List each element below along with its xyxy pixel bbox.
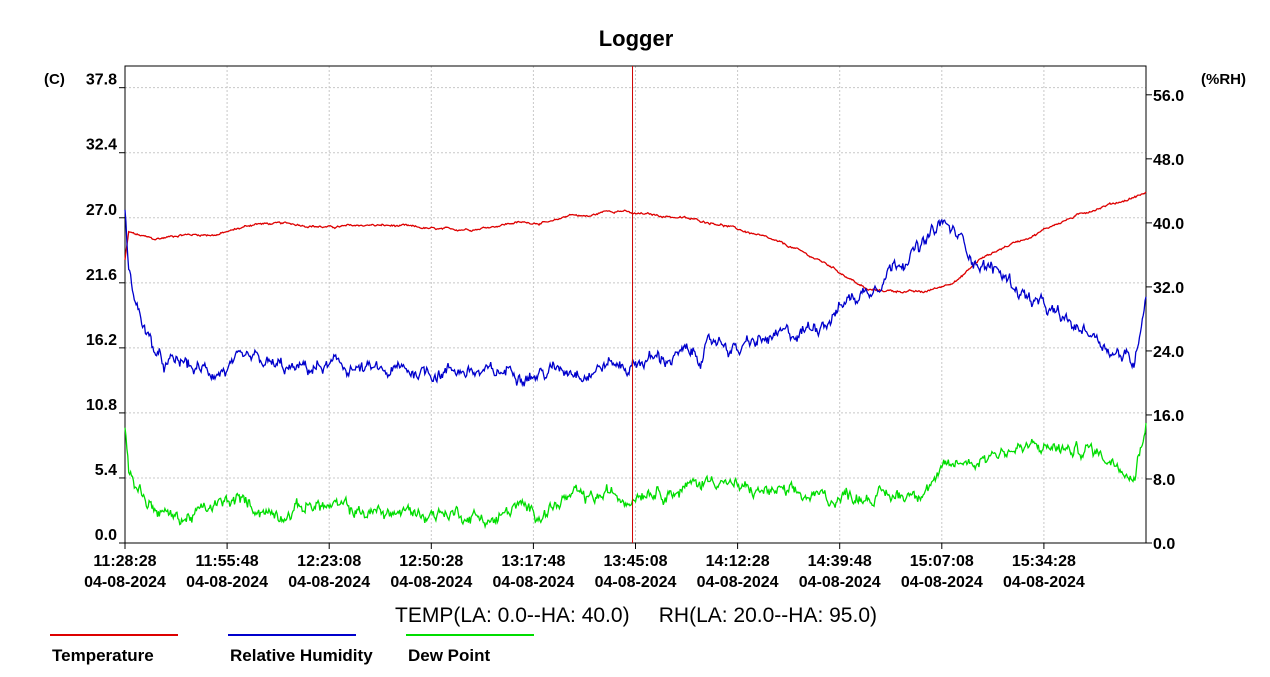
y-left-tick-label: 32.4: [86, 137, 117, 154]
y-right-tick-label: 40.0: [1153, 216, 1184, 233]
y-right-tick-label: 48.0: [1153, 152, 1184, 169]
legend: Temperature Relative Humidity Dew Point: [50, 634, 534, 665]
x-tick-date-label: 04-08-2024: [697, 574, 779, 591]
x-tick-time-label: 12:23:08: [297, 553, 361, 570]
series-layer: [124, 191, 1147, 530]
x-tick-time-label: 13:17:48: [501, 553, 565, 570]
x-axis: 11:28:28 04-08-2024 11:55:48 04-08-2024 12:2…: [84, 543, 1085, 591]
x-tick-time-label: 15:34:28: [1012, 553, 1076, 570]
chart-title: Logger: [599, 26, 674, 51]
y-right-tick-label: 8.0: [1153, 472, 1175, 489]
legend-label-temperature: Temperature: [52, 646, 154, 665]
y-left-tick-label: 10.8: [86, 397, 117, 414]
y-left-tick-label: 5.4: [95, 462, 117, 479]
y-left-tick-label: 21.6: [86, 267, 117, 284]
x-tick-time-label: 13:45:08: [603, 553, 667, 570]
y-left-tick-label: 37.8: [86, 72, 117, 89]
y-left-tick-label: 0.0: [95, 527, 117, 544]
x-tick-time-label: 14:12:28: [706, 553, 770, 570]
x-tick-date-label: 04-08-2024: [84, 574, 166, 591]
y-right-tick-label: 32.0: [1153, 280, 1184, 297]
y-right-tick-label: 56.0: [1153, 88, 1184, 105]
y-right-tick-label: 0.0: [1153, 536, 1175, 553]
axis-limits-label: TEMP(LA: 0.0--HA: 40.0) RH(LA: 20.0--HA:…: [395, 604, 877, 627]
x-tick-date-label: 04-08-2024: [595, 574, 677, 591]
y-left-tick-label: 27.0: [86, 202, 117, 219]
x-tick-date-label: 04-08-2024: [186, 574, 268, 591]
x-tick-date-label: 04-08-2024: [901, 574, 983, 591]
series-line-dew-point: [124, 422, 1147, 530]
y-left-tick-label: 16.2: [86, 332, 117, 349]
chart-grid: [124, 66, 1147, 544]
x-tick-time-label: 15:07:08: [910, 553, 974, 570]
legend-label-dew-point: Dew Point: [408, 646, 491, 665]
y-left-unit-label: (C): [44, 71, 65, 88]
x-tick-date-label: 04-08-2024: [288, 574, 370, 591]
x-tick-time-label: 14:39:48: [808, 553, 872, 570]
y-right-tick-label: 16.0: [1153, 408, 1184, 425]
y-right-unit-label: (%RH): [1201, 71, 1246, 88]
x-tick-time-label: 11:28:28: [93, 553, 156, 570]
y-left-axis: 0.0 5.4 10.8 16.2 21.6 27.0 32.4 37.8: [86, 72, 125, 544]
x-tick-time-label: 11:55:48: [196, 553, 259, 570]
y-right-axis: 0.0 8.0 16.0 24.0 32.0 40.0 48.0 56.0: [1146, 88, 1184, 553]
y-right-tick-label: 24.0: [1153, 344, 1184, 361]
x-tick-date-label: 04-08-2024: [492, 574, 574, 591]
x-tick-time-label: 12:50:28: [399, 553, 463, 570]
x-tick-date-label: 04-08-2024: [390, 574, 472, 591]
x-tick-date-label: 04-08-2024: [1003, 574, 1085, 591]
legend-label-relative-humidity: Relative Humidity: [230, 646, 373, 665]
series-line-relative-humidity: [124, 209, 1147, 388]
x-tick-date-label: 04-08-2024: [799, 574, 881, 591]
